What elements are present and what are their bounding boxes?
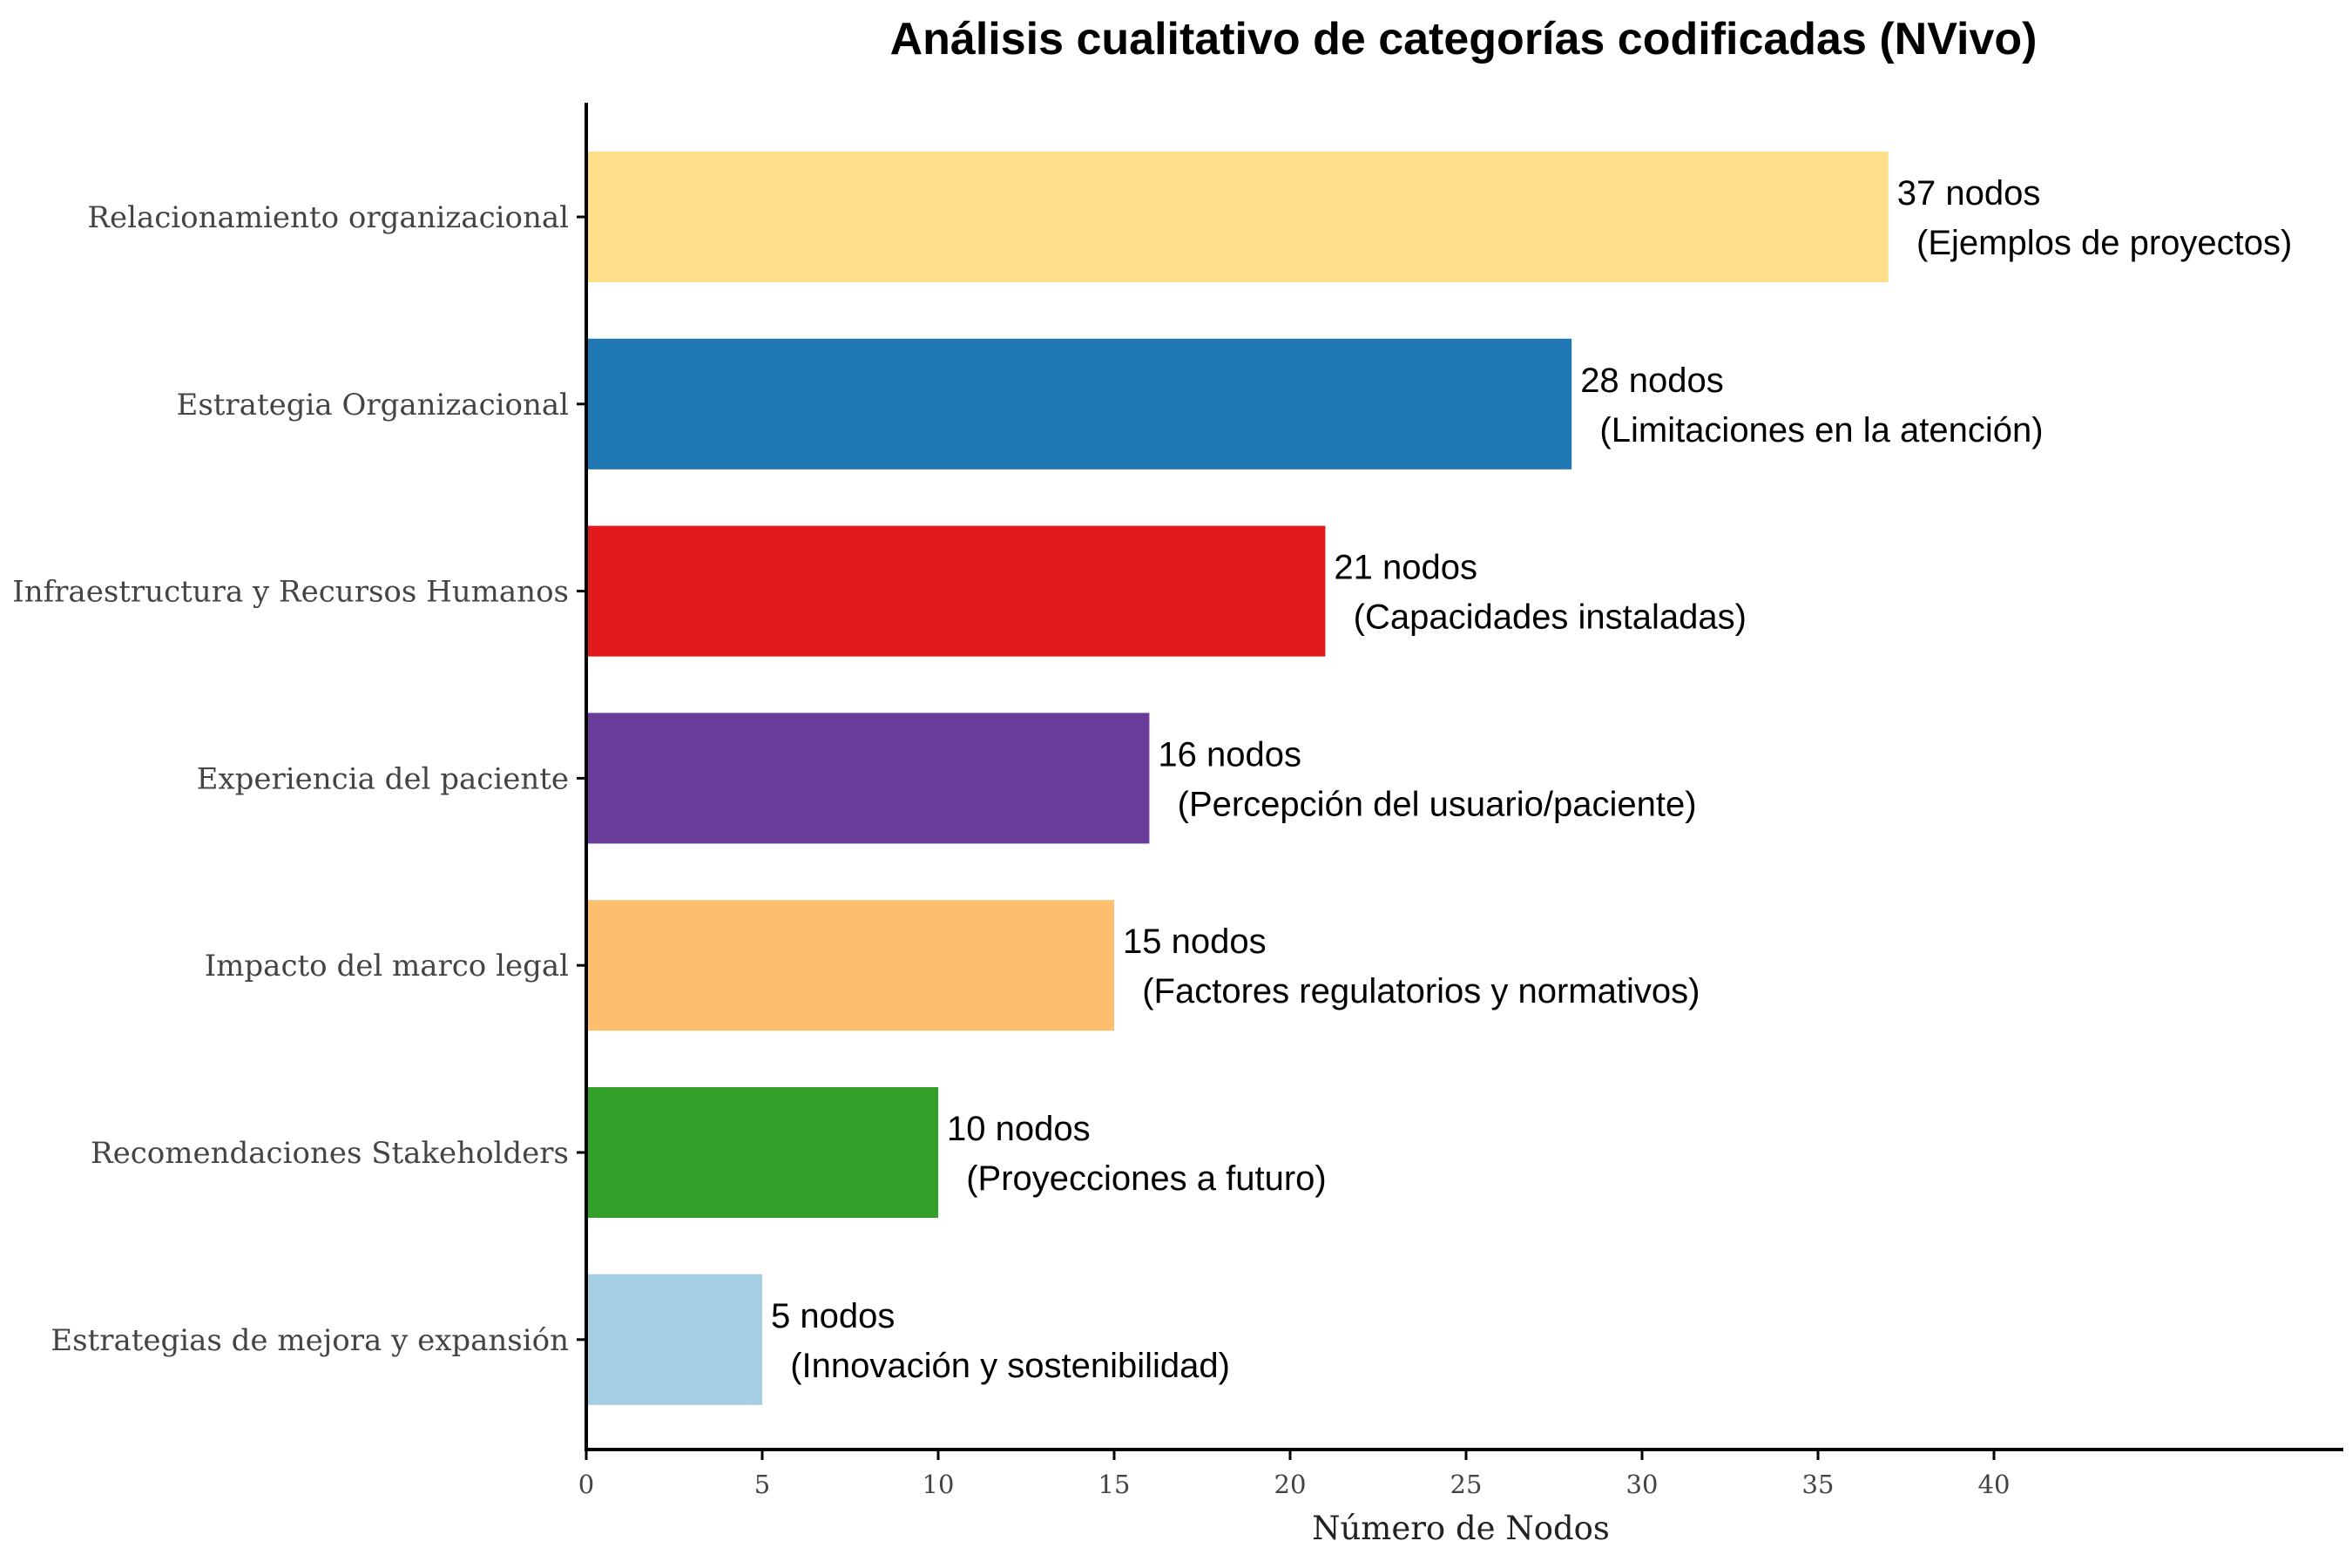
bar: [586, 525, 1326, 657]
data-label-count: 21 nodos: [1334, 549, 1477, 587]
x-tick-label: 20: [1274, 1470, 1307, 1499]
plot-area: Relacionamiento organizacional 37 nodos (…: [12, 103, 2343, 1499]
data-label-count: 37 nodos: [1897, 174, 2041, 213]
bar: [586, 713, 1150, 844]
x-axis-title: Número de Nodos: [1312, 1510, 1610, 1547]
x-tick-label: 0: [578, 1470, 594, 1499]
data-label-note: (Innovación y sostenibilidad): [771, 1347, 1230, 1385]
x-tick-label: 25: [1450, 1470, 1483, 1499]
data-label-count: 28 nodos: [1580, 362, 1724, 400]
x-tick-label: 40: [1978, 1470, 2011, 1499]
bar: [586, 1274, 762, 1405]
category-label: Experiencia del paciente: [197, 761, 569, 796]
category-label: Infraestructura y Recursos Humanos: [12, 575, 569, 610]
category-label: Estrategias de mejora y expansión: [51, 1323, 569, 1358]
bar: [586, 338, 1572, 470]
bar: [586, 900, 1114, 1031]
category-label: Relacionamiento organizacional: [87, 200, 569, 235]
category-label: Impacto del marco legal: [205, 949, 569, 983]
bar: [586, 152, 1889, 282]
x-tick-label: 30: [1626, 1470, 1659, 1499]
category-label: Estrategia Organizacional: [177, 388, 570, 422]
data-label-note: (Percepción del usuario/paciente): [1158, 785, 1696, 823]
data-label-count: 10 nodos: [947, 1110, 1091, 1148]
bar: [586, 1087, 938, 1218]
chart-title: Análisis cualitativo de categorías codif…: [890, 14, 2038, 64]
data-label-count: 15 nodos: [1123, 923, 1267, 961]
x-tick-label: 35: [1802, 1470, 1835, 1499]
data-label-note: (Ejemplos de proyectos): [1897, 224, 2293, 262]
data-label-note: (Factores regulatorios y normativos): [1123, 972, 1700, 1010]
data-label-note: (Capacidades instaladas): [1334, 598, 1747, 637]
data-label-note: (Proyecciones a futuro): [947, 1159, 1327, 1198]
x-tick-label: 10: [923, 1470, 955, 1499]
data-label-count: 16 nodos: [1158, 735, 1301, 774]
category-label: Recomendaciones Stakeholders: [91, 1136, 569, 1171]
x-tick-label: 5: [754, 1470, 770, 1499]
data-label-note: (Limitaciones en la atención): [1580, 411, 2043, 449]
x-tick-label: 15: [1098, 1470, 1131, 1499]
data-label-count: 5 nodos: [771, 1297, 895, 1335]
